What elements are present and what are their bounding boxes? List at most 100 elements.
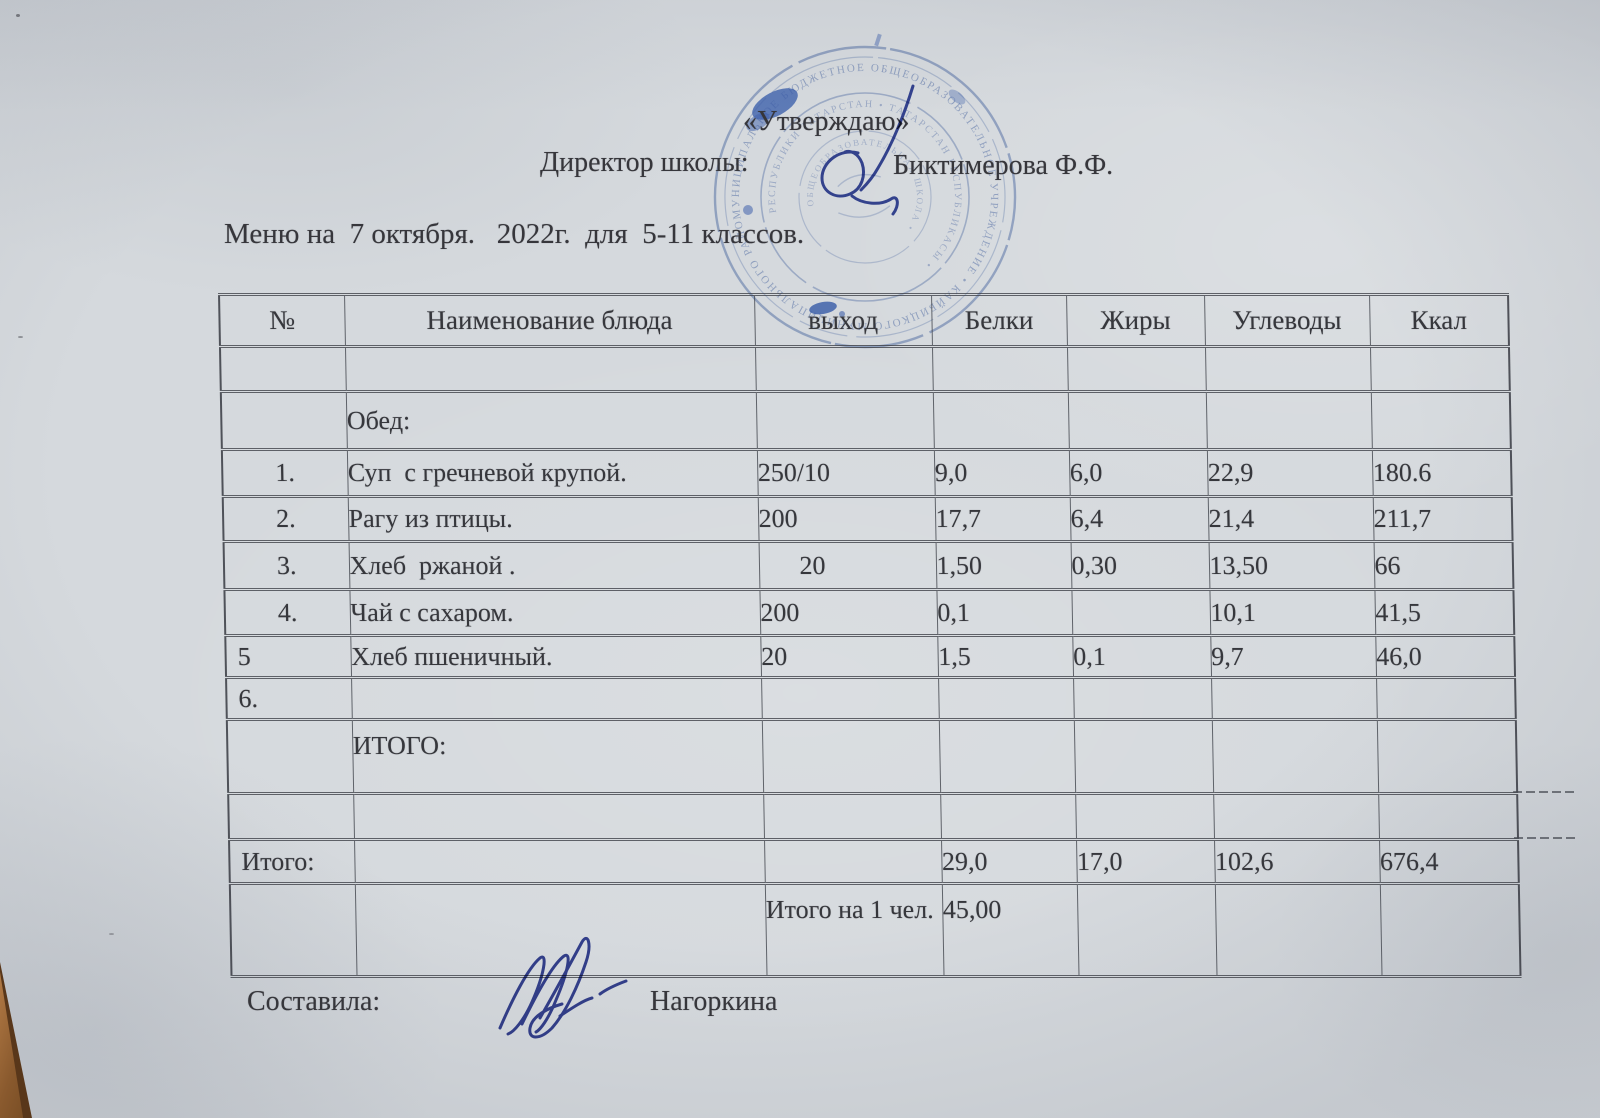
cell-out: 250/10: [756, 449, 935, 497]
cell-carbs: 9,7: [1210, 635, 1377, 678]
cell-carbs: 102,6: [1214, 839, 1380, 884]
cell-fat: [1075, 793, 1215, 840]
cell-protein: [932, 391, 1069, 450]
column-header-protein: Белки: [931, 294, 1067, 347]
stamp-outer-inner-circle: [724, 56, 1006, 338]
table-row: 5 Хлеб пшеничный. 20 1,5 0,1 9,7 46,0: [225, 635, 1516, 678]
school-round-stamp-icon: МУНИЦИПАЛЬНОЕ БЮДЖЕТНОЕ ОБЩЕОБРАЗОВАТЕЛЬ…: [700, 32, 1021, 360]
director-label: Директор школы:: [540, 147, 749, 178]
column-header-carbs: Углеводы: [1204, 294, 1370, 347]
cell-fat: [1071, 589, 1211, 636]
cell-name: Рагу из птицы.: [347, 496, 759, 542]
cell-fat: 0,1: [1072, 635, 1212, 678]
cell-out: Итого на 1 чел.: [764, 883, 944, 977]
cell-fat: 6,0: [1068, 449, 1208, 497]
cell-name: [354, 839, 765, 884]
cell-protein: [938, 677, 1074, 720]
cell-protein: [940, 793, 1077, 840]
cell-carbs: [1213, 793, 1380, 840]
cell-fat: [1067, 391, 1207, 450]
table-row: ИТОГО:: [226, 719, 1518, 794]
cell-name: Хлеб ржаной .: [348, 541, 760, 590]
stamp-outer-circle: [713, 45, 1017, 349]
cell-fat: 17,0: [1076, 839, 1215, 884]
table-row: 2. Рагу из птицы. 200 17,7 6,4 21,4 211,7: [222, 496, 1513, 542]
cell-fat: [1073, 677, 1212, 720]
menu-table: № Наименование блюда выход Белки Жиры Углевод…: [218, 293, 1522, 978]
cell-out: [754, 346, 933, 392]
ruled-line-extension-bottom: [1513, 837, 1577, 839]
cell-name: [353, 793, 765, 840]
ruled-line-extension-top: [1513, 791, 1576, 793]
cell-name: [351, 677, 762, 720]
cell-carbs: [1205, 391, 1372, 450]
table-header-row: № Наименование блюда выход Белки Жиры Углевод…: [219, 294, 1509, 347]
cell-protein: 0,1: [936, 589, 1073, 636]
dust-speck: [18, 336, 23, 338]
cell-protein: 1,50: [935, 541, 1072, 590]
cell-out: 20: [760, 635, 939, 678]
cell-kcal: [1369, 346, 1510, 392]
cell-out: 20: [758, 541, 937, 590]
cell-carbs: [1211, 719, 1379, 794]
cell-name: [344, 346, 756, 392]
stamp-middle-circle: [760, 92, 970, 302]
cell-fat: [1076, 883, 1217, 977]
cell-name: Хлеб пшеничный.: [350, 635, 762, 678]
director-name: Биктимерова Ф.Ф.: [893, 150, 1114, 181]
composed-by-label: Составила:: [247, 986, 381, 1017]
menu-title: Меню на 7 октября. 2022г. для 5-11 класс…: [224, 218, 805, 250]
cell-num: 5: [225, 635, 352, 678]
cell-carbs: 13,50: [1208, 541, 1375, 590]
cell-kcal: [1378, 793, 1519, 840]
cell-carbs: [1204, 346, 1371, 392]
cell-carbs: [1211, 677, 1377, 720]
composer-name: Нагоркина: [650, 986, 778, 1017]
cell-protein: [931, 346, 1068, 392]
cell-carbs: 10,1: [1209, 589, 1376, 636]
cell-protein: 17,7: [934, 496, 1071, 542]
cell-protein: 45,00: [941, 883, 1079, 977]
column-header-fat: Жиры: [1066, 294, 1205, 347]
cell-num: 6.: [226, 677, 352, 720]
cell-num: 1.: [221, 449, 348, 497]
approval-quote: «Утверждаю»: [743, 106, 910, 137]
cell-kcal: 41,5: [1374, 589, 1515, 636]
table-row: Обед:: [220, 391, 1511, 450]
table-row: 1. Суп с гречневой крупой. 250/10 9,0 6,0 22,…: [221, 449, 1512, 497]
cell-fat: [1073, 719, 1214, 794]
cell-carbs: 21,4: [1207, 496, 1374, 542]
cell-num: [226, 719, 354, 794]
stamp-center-marks: [837, 173, 891, 218]
cell-num: 4.: [224, 589, 351, 636]
dust-speck: [16, 14, 20, 17]
cell-fat: [1066, 346, 1206, 392]
cell-out: [755, 391, 934, 450]
cell-out: 200: [759, 589, 938, 636]
column-header-num: №: [219, 294, 345, 347]
dust-speck: [109, 933, 114, 935]
cell-protein: 9,0: [933, 449, 1070, 497]
table-row: Итого на 1 чел. 45,00: [229, 883, 1521, 977]
column-header-kcal: Ккал: [1369, 294, 1509, 347]
cell-name: ИТОГО:: [351, 719, 764, 794]
cell-fat: 6,4: [1069, 496, 1209, 542]
cell-protein: [938, 719, 1076, 794]
cell-num: 3.: [223, 541, 350, 590]
composer-signature: [498, 936, 628, 1039]
cell-num: [229, 883, 357, 977]
cell-kcal: 46,0: [1375, 635, 1516, 678]
cell-out: [764, 839, 942, 884]
cell-kcal: 676,4: [1379, 839, 1519, 884]
cell-num: [228, 793, 355, 840]
table-row: [228, 793, 1519, 840]
table-row: 4. Чай с сахаром. 200 0,1 10,1 41,5: [224, 589, 1515, 636]
cell-kcal: [1379, 883, 1521, 977]
table-row: Итого: 29,0 17,0 102,6 676,4: [229, 839, 1519, 884]
cell-num: [219, 346, 346, 392]
table-row: 6.: [226, 677, 1516, 720]
column-header-name: Наименование блюда: [344, 294, 755, 347]
cell-kcal: [1376, 719, 1518, 794]
